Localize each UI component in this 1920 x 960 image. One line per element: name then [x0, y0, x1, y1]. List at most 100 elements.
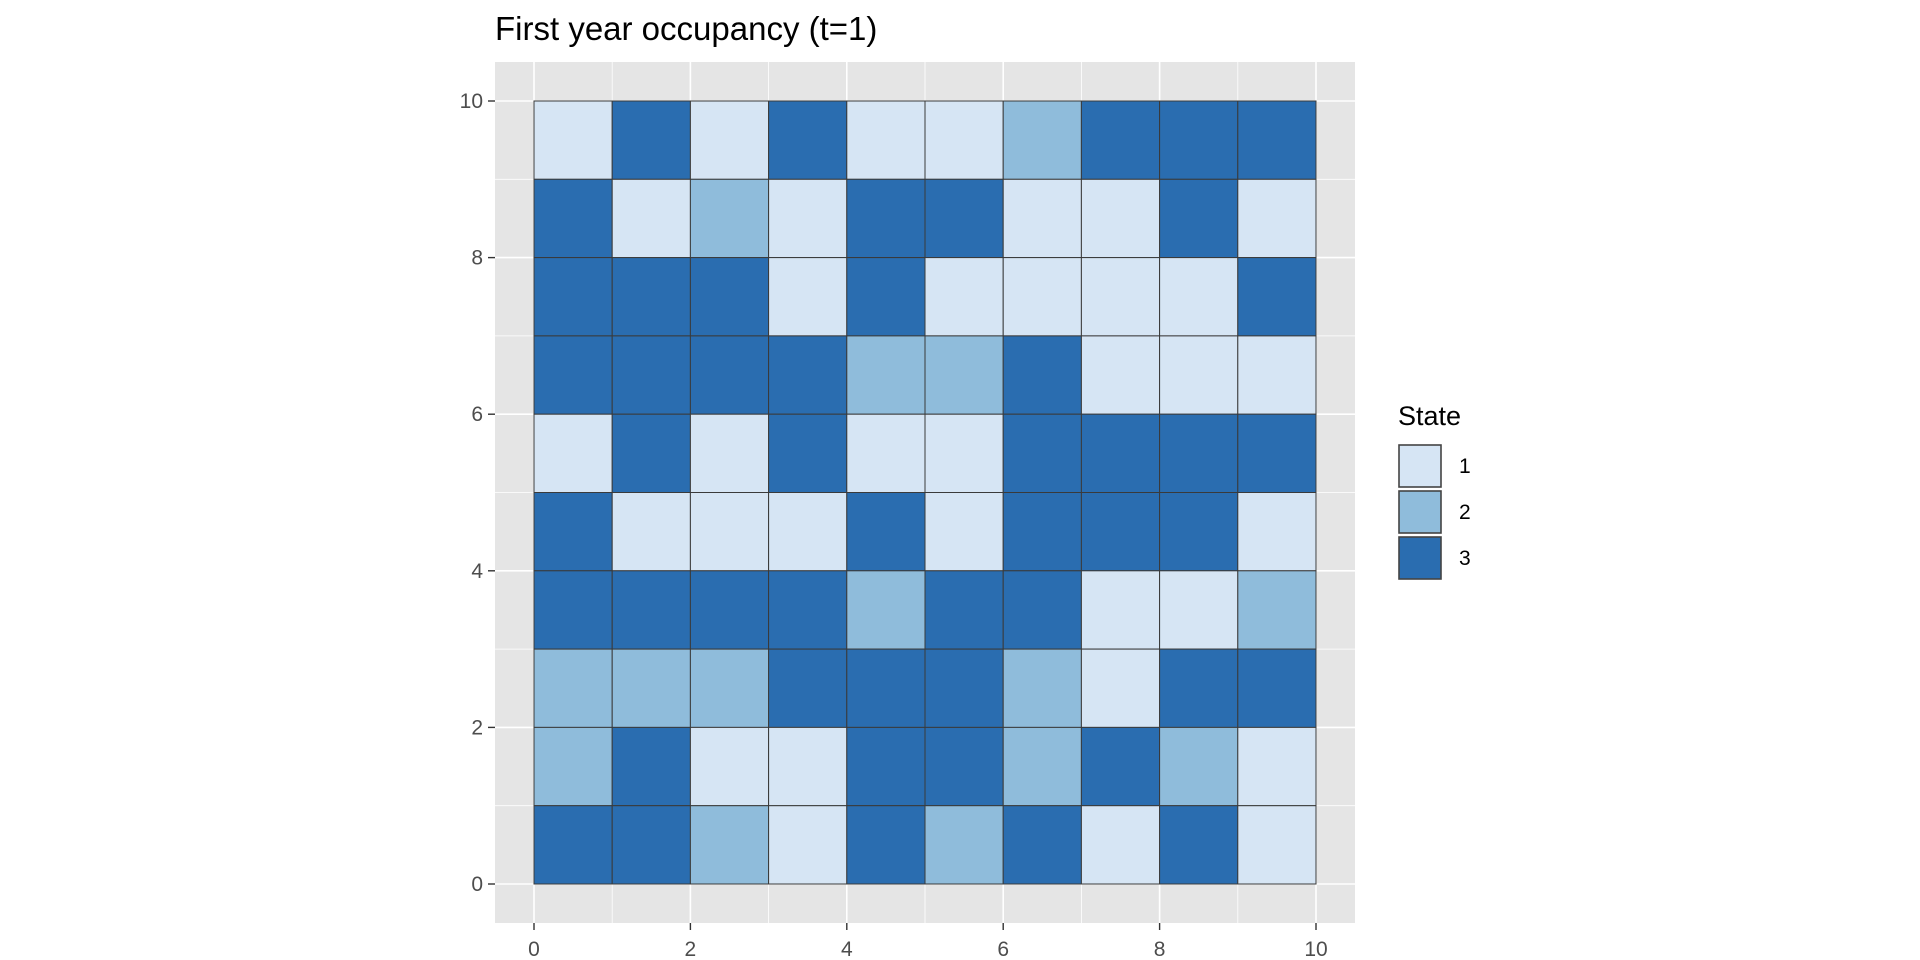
heatmap-tile: [1237, 726, 1317, 807]
heatmap-tile: [768, 100, 848, 180]
heatmap-tile: [1159, 726, 1239, 807]
heatmap-tile: [924, 100, 1004, 180]
heatmap-tile: [846, 413, 926, 494]
heatmap-tile: [1159, 570, 1239, 650]
heatmap-tile: [689, 178, 770, 259]
heatmap-tile: [533, 726, 613, 807]
legend-key-state-1: [1398, 444, 1442, 488]
heatmap-tile: [1080, 805, 1161, 885]
heatmap-tile: [846, 492, 926, 572]
heatmap-tile: [846, 648, 926, 728]
heatmap-tile: [533, 335, 613, 415]
heatmap-tile: [1080, 335, 1161, 415]
heatmap-tile: [768, 570, 848, 650]
heatmap-tile: [611, 257, 691, 337]
x-tick-label: 4: [841, 938, 853, 960]
heatmap-tile: [689, 492, 770, 572]
heatmap-tile: [611, 805, 691, 885]
heatmap-tile: [846, 805, 926, 885]
heatmap-tile: [924, 335, 1004, 415]
y-tick-label: 2: [471, 716, 483, 739]
legend-key-state-2: [1398, 490, 1442, 534]
heatmap-tile: [1237, 492, 1317, 572]
heatmap-tile: [1002, 726, 1082, 807]
heatmap-tile: [768, 178, 848, 259]
heatmap-tile: [1237, 100, 1317, 180]
heatmap-tile: [1002, 100, 1082, 180]
heatmap-tile: [1080, 492, 1161, 572]
axes: 0 2 4 6 8 10 0 2 4 6 8 10: [460, 90, 1328, 960]
heatmap-tile: [1002, 805, 1082, 885]
heatmap-tile: [846, 726, 926, 807]
heatmap-tile: [1237, 257, 1317, 337]
heatmap-tile: [533, 648, 613, 728]
heatmap-tile: [924, 413, 1004, 494]
x-tick-label: 8: [1154, 938, 1166, 960]
heatmap-tile: [533, 570, 613, 650]
heatmap-tile: [1159, 648, 1239, 728]
legend: State 1 2 3: [1398, 401, 1471, 580]
heatmap-tile: [1002, 257, 1082, 337]
heatmap-tile: [1237, 178, 1317, 259]
heatmap-tile: [846, 178, 926, 259]
x-tick-label: 6: [997, 938, 1009, 960]
heatmap-tile: [1237, 805, 1317, 885]
heatmap-tile: [768, 648, 848, 728]
heatmap-tile: [1080, 726, 1161, 807]
heatmap-tile: [1080, 413, 1161, 494]
x-tick-label: 2: [685, 938, 697, 960]
heatmap-tile: [1002, 492, 1082, 572]
heatmap-tile: [1002, 570, 1082, 650]
heatmap-tile: [689, 335, 770, 415]
heatmap-tile: [768, 492, 848, 572]
heatmap-tile: [689, 413, 770, 494]
heatmap-tile: [924, 805, 1004, 885]
heatmap-tile: [611, 648, 691, 728]
heatmap-tile: [1159, 100, 1239, 180]
heatmap-tile: [1002, 648, 1082, 728]
heatmap-tile: [1002, 335, 1082, 415]
heatmap-tile: [611, 413, 691, 494]
heatmap-tile: [1159, 492, 1239, 572]
heatmap-tile: [689, 805, 770, 885]
heatmap-tiles: [533, 100, 1317, 885]
heatmap-tile: [533, 805, 613, 885]
heatmap-tile: [1159, 178, 1239, 259]
heatmap-tile: [689, 648, 770, 728]
heatmap-tile: [1080, 257, 1161, 337]
heatmap-tile: [533, 178, 613, 259]
heatmap-tile: [768, 805, 848, 885]
heatmap-tile: [924, 570, 1004, 650]
heatmap-tile: [1002, 413, 1082, 494]
heatmap-tile: [924, 257, 1004, 337]
heatmap-tile: [611, 100, 691, 180]
heatmap-tile: [1002, 178, 1082, 259]
heatmap-tile: [533, 257, 613, 337]
x-tick-label: 0: [528, 938, 540, 960]
x-tick-label: 10: [1304, 938, 1327, 960]
heatmap-tile: [1159, 805, 1239, 885]
heatmap-tile: [846, 257, 926, 337]
heatmap-tile: [611, 570, 691, 650]
legend-label-state-2: 2: [1459, 501, 1471, 524]
heatmap-tile: [1159, 413, 1239, 494]
heatmap-tile: [689, 570, 770, 650]
heatmap-tile: [611, 335, 691, 415]
y-tick-label: 8: [471, 247, 483, 270]
y-tick-label: 6: [471, 403, 483, 426]
y-tick-label: 0: [471, 873, 483, 896]
heatmap-tile: [533, 413, 613, 494]
chart-title: First year occupancy (t=1): [495, 10, 877, 47]
heatmap-tile: [1080, 178, 1161, 259]
heatmap-tile: [768, 413, 848, 494]
heatmap-tile: [689, 726, 770, 807]
heatmap-tile: [611, 492, 691, 572]
legend-key-state-3: [1398, 536, 1442, 580]
heatmap-tile: [611, 178, 691, 259]
y-tick-label: 4: [471, 560, 483, 583]
heatmap-tile: [924, 648, 1004, 728]
heatmap-tile: [1080, 648, 1161, 728]
y-tick-label: 10: [460, 90, 483, 113]
heatmap-tile: [768, 257, 848, 337]
heatmap-tile: [533, 492, 613, 572]
